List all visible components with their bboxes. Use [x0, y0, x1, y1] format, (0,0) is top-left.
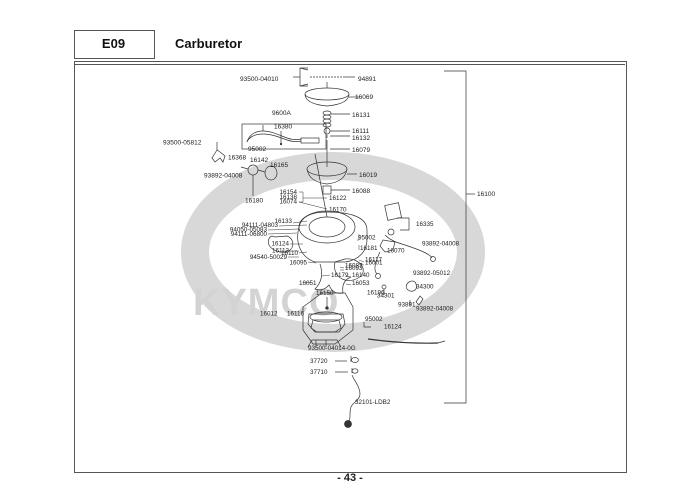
svg-text:37710: 37710 [310, 369, 328, 376]
svg-text:95002: 95002 [358, 235, 376, 242]
svg-text:16140: 16140 [352, 272, 370, 279]
svg-text:9600A: 9600A [272, 110, 291, 117]
svg-text:16074: 16074 [279, 199, 297, 206]
svg-text:16100: 16100 [477, 191, 495, 198]
svg-text:37720: 37720 [310, 358, 328, 365]
svg-text:16368: 16368 [228, 155, 246, 162]
svg-text:16001: 16001 [365, 260, 383, 267]
svg-text:16165: 16165 [270, 162, 288, 169]
svg-text:16132: 16132 [352, 135, 370, 142]
svg-text:94111-06800: 94111-06800 [231, 231, 268, 238]
svg-text:16070: 16070 [387, 248, 405, 255]
svg-text:95002: 95002 [365, 316, 383, 323]
svg-text:16079: 16079 [352, 147, 370, 154]
svg-text:93500-04014-0G: 93500-04014-0G [308, 345, 356, 352]
svg-text:16335: 16335 [416, 221, 434, 228]
svg-text:93892-05012: 93892-05012 [413, 270, 451, 277]
svg-text:16124: 16124 [384, 324, 402, 331]
svg-text:16111: 16111 [352, 128, 369, 135]
svg-text:16116: 16116 [287, 311, 305, 318]
svg-text:16051: 16051 [299, 280, 317, 287]
svg-text:16053: 16053 [352, 280, 370, 287]
svg-text:16124: 16124 [271, 241, 289, 248]
svg-text:16122: 16122 [329, 195, 347, 202]
svg-text:93892-04008: 93892-04008 [416, 306, 454, 313]
svg-text:94540-50029: 94540-50029 [250, 254, 288, 261]
svg-text:34300: 34300 [416, 284, 434, 291]
svg-text:34301: 34301 [377, 293, 395, 300]
svg-text:16179: 16179 [331, 272, 349, 279]
svg-text:93892-04008: 93892-04008 [204, 173, 243, 180]
svg-text:32101-LDB2: 32101-LDB2 [355, 399, 391, 406]
svg-text:16095: 16095 [289, 260, 307, 267]
svg-text:16012: 16012 [260, 311, 278, 318]
svg-text:16180: 16180 [245, 198, 263, 205]
svg-text:16181: 16181 [360, 245, 378, 252]
svg-text:16380: 16380 [274, 124, 292, 131]
svg-text:16150: 16150 [316, 290, 334, 297]
svg-text:93891: 93891 [398, 302, 416, 309]
svg-text:16019: 16019 [359, 172, 377, 179]
svg-text:16093: 16093 [345, 265, 363, 272]
svg-text:94891: 94891 [358, 76, 376, 83]
svg-text:16088: 16088 [352, 188, 370, 195]
svg-text:95002: 95002 [248, 146, 266, 153]
svg-text:93500-05812: 93500-05812 [163, 140, 202, 147]
svg-text:93500-04010: 93500-04010 [240, 76, 279, 83]
svg-text:16131: 16131 [352, 112, 370, 119]
svg-text:16142: 16142 [250, 157, 268, 164]
svg-text:93892-04008: 93892-04008 [422, 241, 460, 248]
svg-text:16069: 16069 [355, 94, 373, 101]
